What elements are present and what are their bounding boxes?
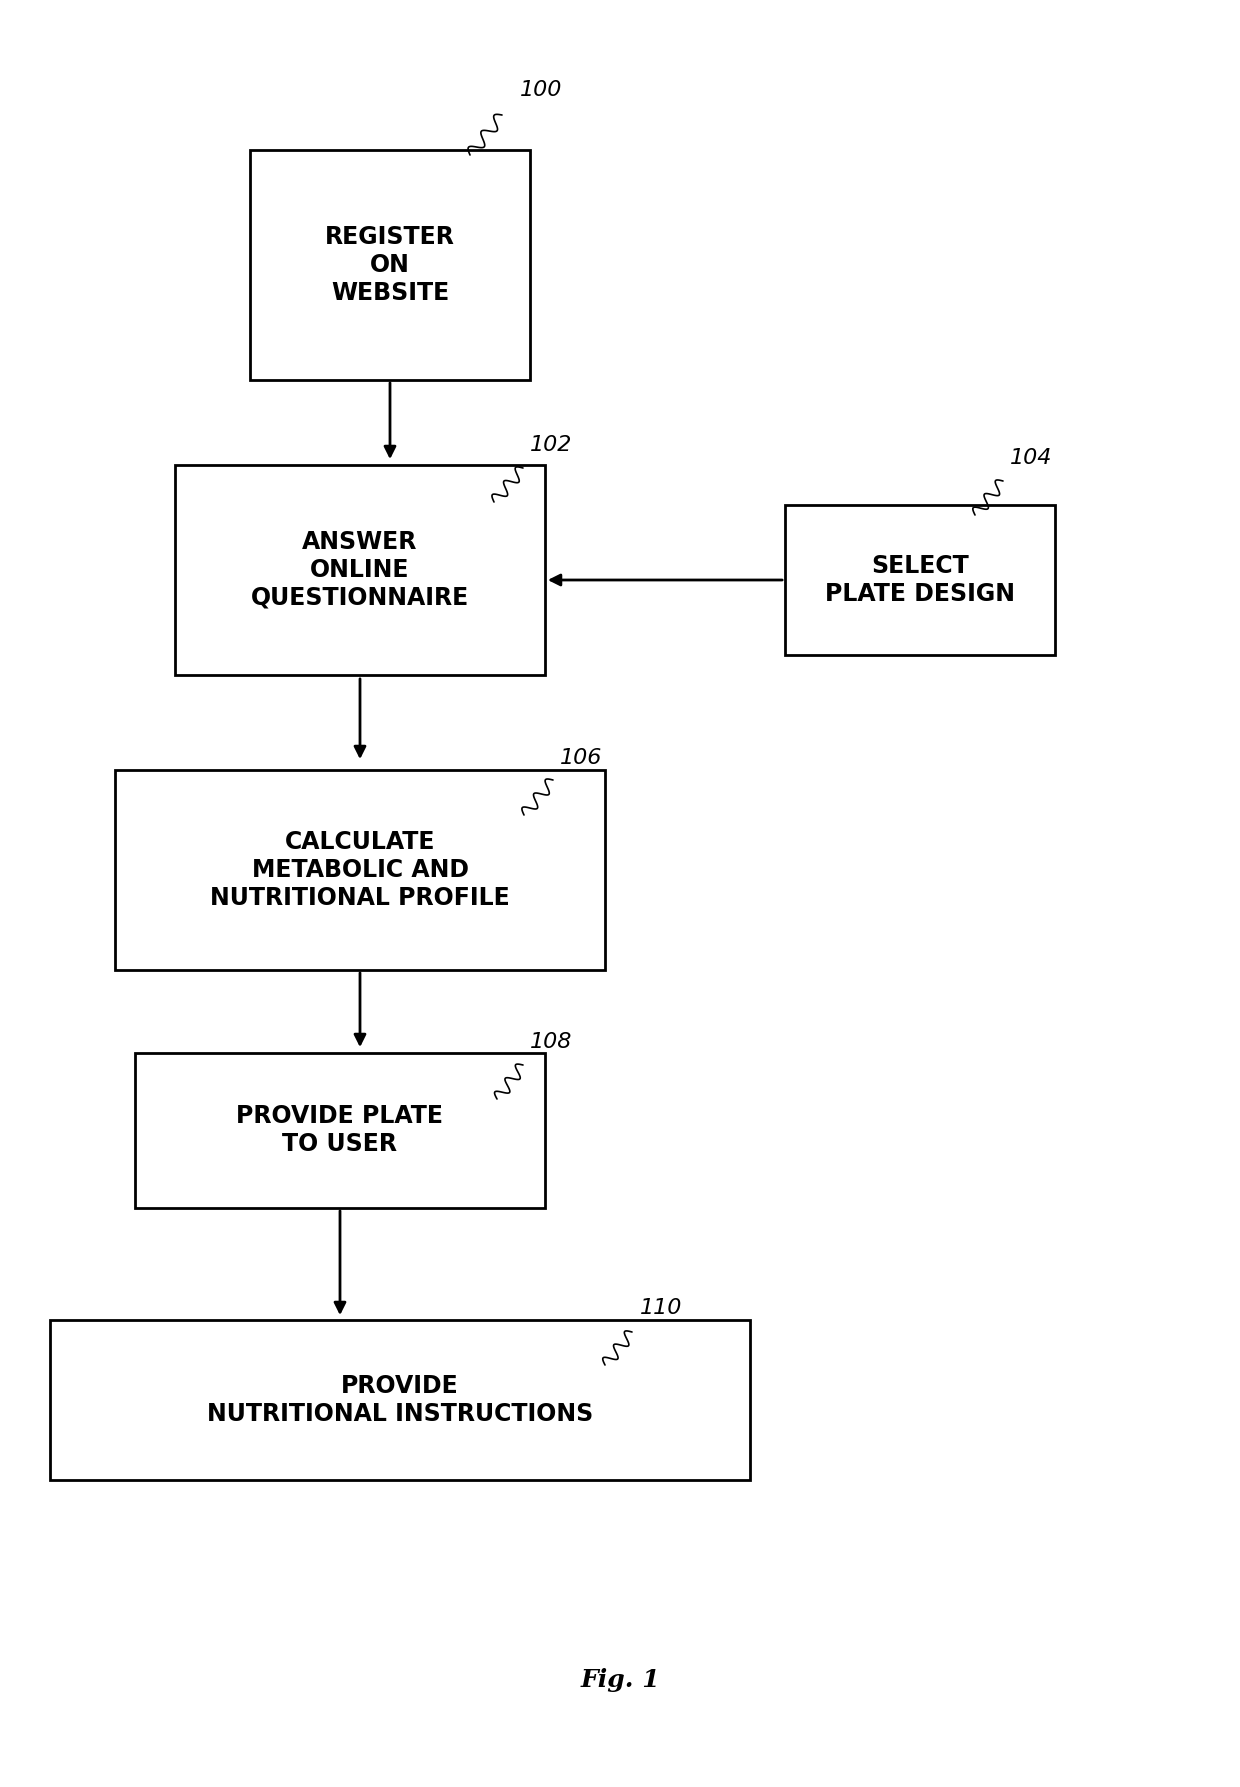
Text: 102: 102 — [529, 434, 573, 456]
Text: PROVIDE PLATE
TO USER: PROVIDE PLATE TO USER — [237, 1104, 444, 1156]
Text: REGISTER
ON
WEBSITE: REGISTER ON WEBSITE — [325, 225, 455, 306]
Text: 106: 106 — [560, 749, 603, 768]
Text: 108: 108 — [529, 1033, 573, 1053]
Text: 100: 100 — [520, 80, 563, 100]
Bar — [250, 150, 529, 381]
Text: Fig. 1: Fig. 1 — [580, 1667, 660, 1692]
Bar — [785, 506, 1055, 656]
Text: SELECT
PLATE DESIGN: SELECT PLATE DESIGN — [825, 554, 1016, 606]
Text: ANSWER
ONLINE
QUESTIONNAIRE: ANSWER ONLINE QUESTIONNAIRE — [250, 531, 469, 609]
Text: 110: 110 — [640, 1297, 682, 1319]
Text: PROVIDE
NUTRITIONAL INSTRUCTIONS: PROVIDE NUTRITIONAL INSTRUCTIONS — [207, 1374, 593, 1426]
Bar — [115, 770, 605, 970]
Text: CALCULATE
METABOLIC AND
NUTRITIONAL PROFILE: CALCULATE METABOLIC AND NUTRITIONAL PROF… — [210, 831, 510, 910]
Bar — [135, 1053, 546, 1208]
Text: 104: 104 — [1011, 449, 1053, 468]
Bar — [50, 1321, 750, 1480]
Bar — [175, 465, 546, 675]
